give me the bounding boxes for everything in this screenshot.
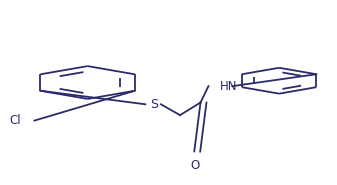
Text: S: S xyxy=(150,98,158,111)
Text: O: O xyxy=(191,159,200,172)
Text: Cl: Cl xyxy=(9,114,21,127)
Text: HN: HN xyxy=(220,80,237,93)
